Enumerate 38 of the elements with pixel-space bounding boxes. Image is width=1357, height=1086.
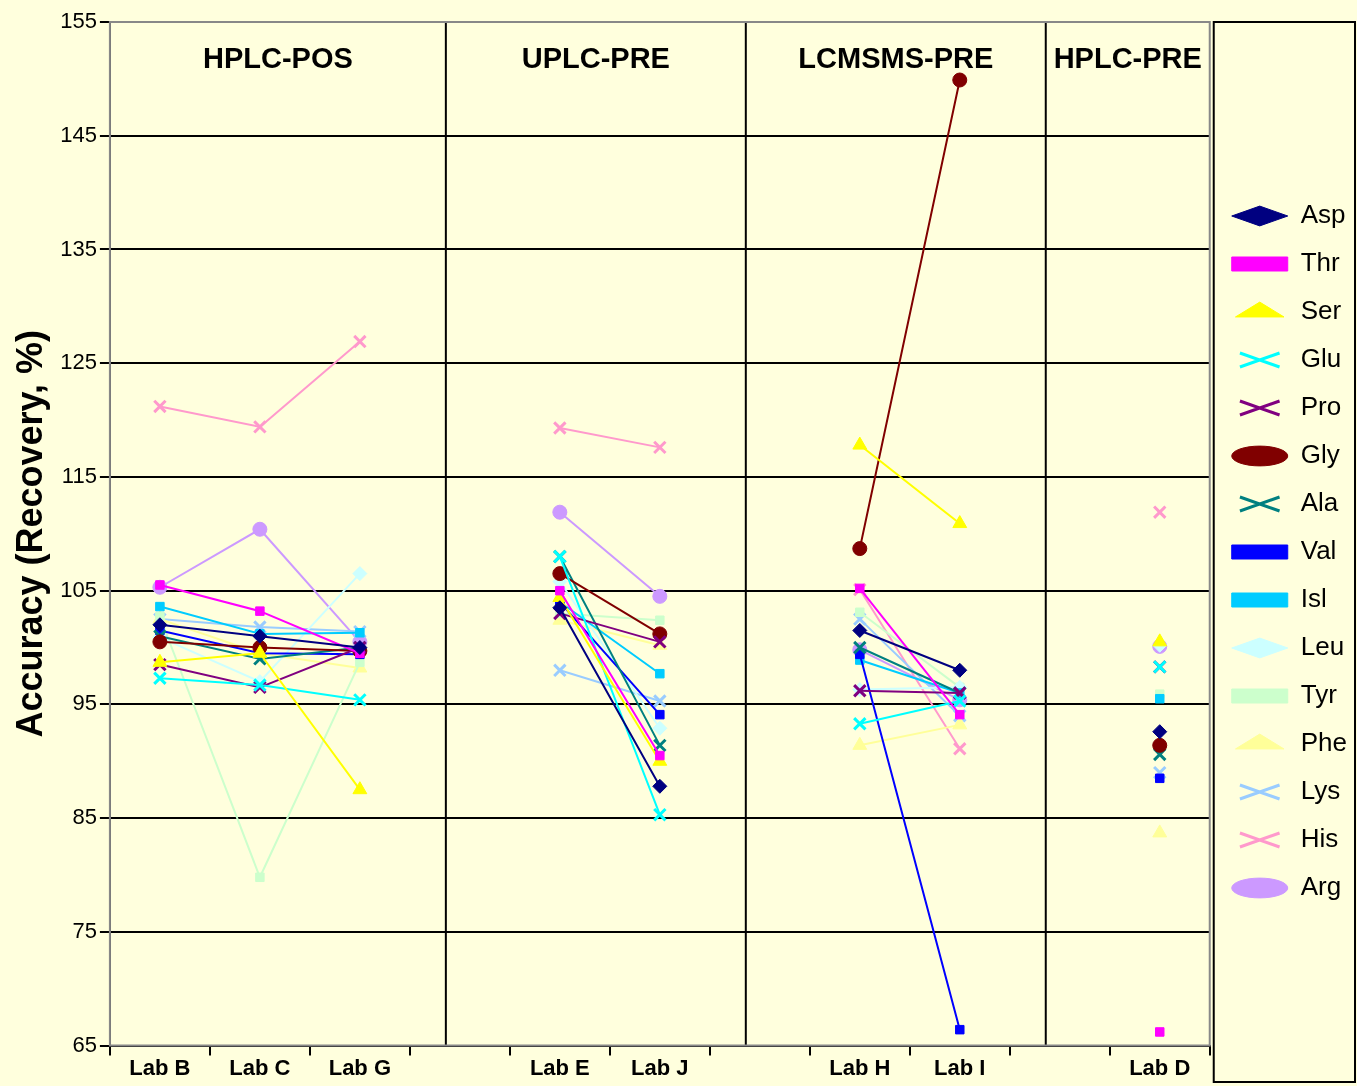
annotation: HPLC-PRE <box>1053 42 1202 74</box>
x-tick-label: Lab D <box>1129 1054 1191 1080</box>
legend-label: His <box>1300 823 1339 854</box>
legend-label: Ser <box>1300 295 1342 326</box>
y-tick-label: 155 <box>60 8 97 34</box>
legend-label: Ala <box>1300 487 1339 518</box>
x-tick-label: Lab C <box>229 1054 291 1080</box>
y-tick-label: 125 <box>60 349 97 375</box>
annotation: HPLC-POS <box>202 42 353 74</box>
legend-label: Gly <box>1300 439 1340 470</box>
legend-label: Asp <box>1300 199 1346 230</box>
y-tick-label: 95 <box>72 690 97 716</box>
y-tick-label: 145 <box>60 121 97 147</box>
legend-label: Val <box>1300 535 1337 566</box>
legend-label: Lys <box>1300 775 1341 806</box>
x-tick-label: Lab G <box>328 1054 392 1080</box>
x-tick-label: Lab I <box>934 1054 986 1080</box>
x-tick-label: Lab H <box>829 1054 891 1080</box>
annotation: UPLC-PRE <box>521 42 670 74</box>
legend-label: Phe <box>1300 727 1347 758</box>
legend-label: Leu <box>1300 631 1345 662</box>
x-tick-label: Lab B <box>129 1054 191 1080</box>
y-tick-label: 105 <box>60 576 97 602</box>
x-tick-label: Lab J <box>631 1054 689 1080</box>
legend-label: Glu <box>1300 343 1342 374</box>
legend-label: Thr <box>1300 247 1341 278</box>
y-tick-label: 65 <box>72 1031 97 1057</box>
legend-label: Arg <box>1300 871 1342 902</box>
x-tick-label: Lab E <box>529 1054 590 1080</box>
y-tick-label: 75 <box>72 917 97 943</box>
y-axis-title: Accuracy (Recovery, %) <box>8 330 50 738</box>
y-tick-label: 135 <box>60 235 97 261</box>
annotation: LCMSMS-PRE <box>798 42 994 74</box>
y-tick-label: 85 <box>72 804 97 830</box>
legend-label: Tyr <box>1300 679 1338 710</box>
legend-label: Isl <box>1300 583 1327 614</box>
legend-label: Pro <box>1300 391 1342 422</box>
y-tick-label: 115 <box>61 463 97 488</box>
